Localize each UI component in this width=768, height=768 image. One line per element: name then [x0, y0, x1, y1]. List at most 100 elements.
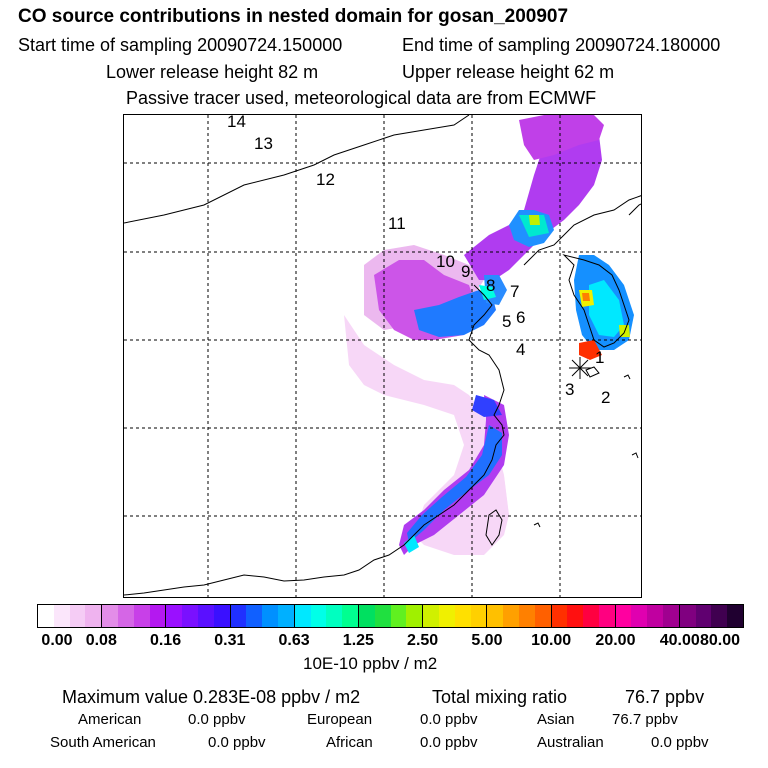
color-scale-segment: [583, 605, 599, 627]
plume-orange-korea: [582, 293, 590, 301]
color-scale-segment: [438, 605, 455, 627]
total-mixing-label: Total mixing ratio: [432, 687, 568, 707]
color-scale-segment: [38, 605, 54, 627]
color-scale-segment: [695, 605, 712, 627]
color-scale-segment: [310, 605, 327, 627]
color-scale-tick-label: 40.00: [659, 632, 700, 649]
border-north: [124, 115, 470, 224]
color-scale-segment: [182, 605, 198, 627]
color-scale-segment: [149, 605, 167, 627]
color-scale-tick-label: 5.00: [471, 632, 503, 649]
color-scale-segment: [567, 605, 584, 627]
end-time-label: End time of sampling 20090724.180000: [402, 35, 721, 55]
color-scale-segment: [294, 605, 311, 627]
color-scale-tick-label: 0.16: [149, 632, 182, 649]
european-label: European: [307, 711, 373, 728]
plume-blue-south: [407, 425, 502, 543]
island-jeju: [585, 366, 600, 378]
color-scale-segment: [326, 605, 343, 627]
african-label: African: [326, 734, 373, 751]
color-scale-segment: [518, 605, 535, 627]
map-panel: 14 13 12 11 10 9 8 7 6 5 4 3 2 1: [123, 114, 642, 598]
total-mixing-value: 76.7 ppbv: [625, 687, 705, 707]
island-small-2: [631, 452, 639, 459]
color-scale-segment: [197, 605, 214, 627]
island-small-3: [533, 522, 541, 528]
american-label: American: [78, 711, 142, 728]
color-scale-segment: [487, 605, 504, 627]
color-scale-segment: [406, 605, 424, 627]
color-scale-tick-label: 1.25: [342, 632, 374, 649]
south-american-label: South American: [50, 734, 156, 751]
color-scale-segment: [663, 605, 680, 627]
receptor-asterisk-icon: [569, 357, 591, 379]
region-label-2: 2: [601, 388, 610, 407]
plume-cyan-south: [404, 535, 419, 553]
plume-blue-yangtze: [472, 395, 502, 417]
color-scale-segment: [598, 605, 616, 627]
max-value-label: Maximum value 0.283E-08 ppbv / m2: [62, 687, 361, 707]
coast-korea-north: [523, 195, 641, 266]
region-label-5: 5: [502, 312, 511, 331]
color-scale-segment: [69, 605, 86, 627]
plume-blue-west: [414, 290, 496, 337]
color-scale-segment: [374, 605, 391, 627]
plume-purple-north: [464, 125, 602, 280]
african-value: 0.0 ppbv: [420, 734, 478, 751]
region-label-1: 1: [595, 348, 604, 367]
south-american-value: 0.0 ppbv: [208, 734, 266, 751]
color-scale-segment: [358, 605, 375, 627]
region-label-9: 9: [461, 262, 470, 281]
australian-label: Australian: [537, 734, 604, 751]
color-scale-segment: [647, 605, 664, 627]
color-scale-segment: [615, 605, 632, 627]
map-svg: 14 13 12 11 10 9 8 7 6 5 4 3 2 1: [124, 115, 641, 597]
region-label-12: 12: [316, 170, 335, 189]
color-scale-segment: [102, 605, 118, 627]
region-label-11: 11: [388, 214, 406, 233]
color-scale-segment: [679, 605, 696, 627]
color-scale-tick-label: 0.00: [41, 632, 73, 649]
lower-release-label: Lower release height 82 m: [106, 62, 319, 82]
color-scale-segment: [230, 605, 247, 627]
color-scale-segment: [534, 605, 552, 627]
color-scale-segment: [277, 605, 295, 627]
color-scale-tick-label: 10.00: [531, 632, 572, 649]
units-label: 10E-10 ppbv / m2: [303, 654, 438, 673]
color-scale-segment: [246, 605, 263, 627]
color-scale-segment: [727, 605, 744, 627]
australian-value: 0.0 ppbv: [651, 734, 709, 751]
color-scale-tick-label: 20.00: [595, 632, 636, 649]
coast-japan-north: [628, 203, 641, 216]
color-scale-segment: [117, 605, 134, 627]
color-scale-segment: [631, 605, 648, 627]
american-value: 0.0 ppbv: [188, 711, 246, 728]
region-label-7: 7: [510, 282, 519, 301]
coast-korea: [562, 254, 630, 348]
plume-yellow-north: [529, 215, 540, 225]
region-label-6: 6: [516, 308, 525, 327]
color-scale-bar: [37, 604, 744, 628]
region-label-3: 3: [565, 380, 574, 399]
color-scale-segment: [454, 605, 471, 627]
plume-red-receptor: [579, 340, 602, 360]
color-scale-segment: [423, 605, 439, 627]
color-scale-segment: [342, 605, 359, 627]
color-scale-tick-label: 0.63: [278, 632, 310, 649]
plume-cyan-bay: [479, 285, 496, 300]
color-scale-segment: [503, 605, 519, 627]
color-scale-segment: [133, 605, 150, 627]
plume-cyan-north: [519, 215, 549, 237]
color-scale-segment: [470, 605, 488, 627]
region-label-10: 10: [436, 252, 455, 271]
color-scale-tick-label: 80.00: [699, 632, 741, 649]
color-scale-segment: [53, 605, 70, 627]
plume-cyan-korea: [589, 280, 624, 337]
color-scale-segment: [166, 605, 183, 627]
color-scale-segment: [85, 605, 103, 627]
european-value: 0.0 ppbv: [420, 711, 478, 728]
chart-title: CO source contributions in nested domain…: [18, 6, 569, 27]
region-label-4: 4: [516, 340, 525, 359]
color-scale-tick-label: 0.08: [85, 632, 117, 649]
asian-label: Asian: [537, 711, 575, 728]
